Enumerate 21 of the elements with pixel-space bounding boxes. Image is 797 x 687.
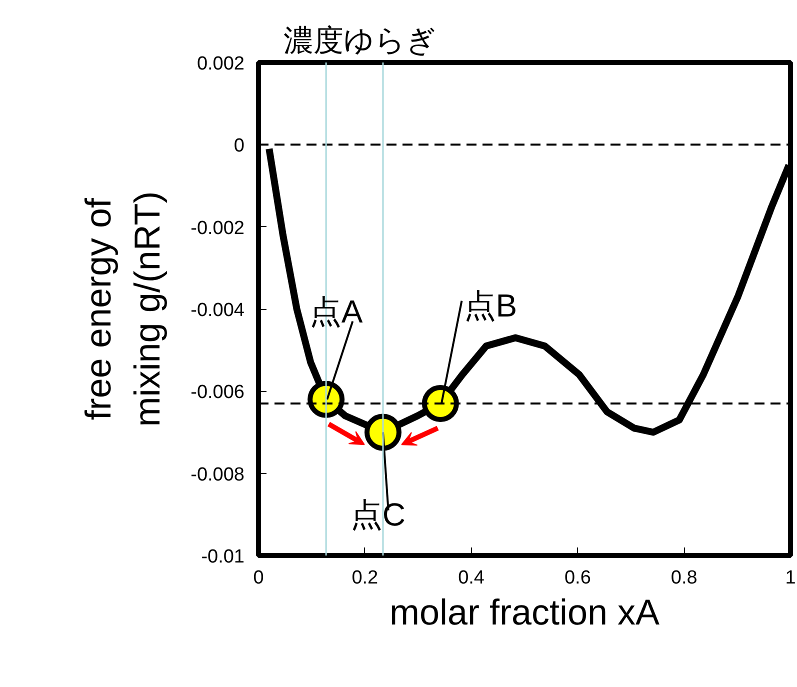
x-tick-label: 1 xyxy=(785,568,796,588)
y-axis-title: free energy of mixing g/(nRT) xyxy=(77,191,168,427)
x-tick-label: 0 xyxy=(253,568,264,588)
point xyxy=(364,414,402,451)
annotation: 点A xyxy=(309,293,364,330)
annotation: 点B xyxy=(464,287,518,324)
y-tick-label: 0.002 xyxy=(196,54,244,74)
x-tick-label: 0.8 xyxy=(670,568,698,588)
y-tick-label: -0.002 xyxy=(190,218,244,239)
y-tick-label: -0.006 xyxy=(190,382,244,404)
y-tick-label: -0.01 xyxy=(201,546,245,568)
y-tick-label: -0.008 xyxy=(190,464,244,486)
x-tick-label: 0.2 xyxy=(352,568,378,588)
chart-title: 濃度ゆらぎ xyxy=(284,24,436,58)
y-tick-label: -0.004 xyxy=(190,300,245,321)
x-tick-label: 0.4 xyxy=(458,568,485,588)
x-axis-title: molar fraction xA xyxy=(389,592,660,632)
annotation: 点C xyxy=(350,496,406,532)
point xyxy=(422,385,459,422)
x-tick-label: 0.6 xyxy=(564,568,591,588)
y-tick-label: 0 xyxy=(234,136,245,157)
